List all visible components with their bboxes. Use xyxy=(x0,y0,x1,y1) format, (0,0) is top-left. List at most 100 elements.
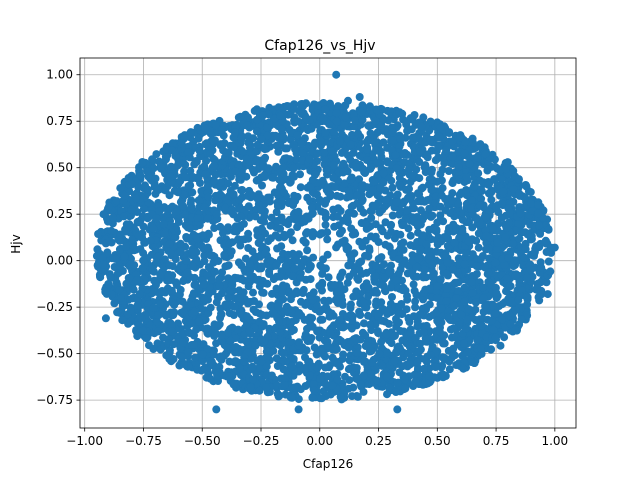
data-point xyxy=(245,326,254,335)
data-point xyxy=(116,230,125,239)
data-point xyxy=(437,237,446,246)
data-point xyxy=(416,147,425,156)
data-point xyxy=(426,136,435,144)
data-point xyxy=(162,155,170,164)
data-point xyxy=(344,343,353,352)
data-point xyxy=(105,202,113,211)
data-point xyxy=(335,316,344,324)
data-point xyxy=(116,294,125,302)
data-point xyxy=(377,224,385,233)
data-point xyxy=(293,131,302,140)
data-point xyxy=(393,190,402,199)
data-point xyxy=(502,223,511,232)
data-point xyxy=(317,394,326,403)
data-point xyxy=(388,136,397,145)
data-point xyxy=(420,364,428,373)
data-point xyxy=(329,161,338,170)
data-point xyxy=(451,278,460,287)
data-point xyxy=(367,326,376,335)
data-point xyxy=(338,226,346,235)
data-point xyxy=(492,289,501,297)
data-point xyxy=(516,209,525,218)
data-point xyxy=(452,294,461,302)
x-tick-label: −0.75 xyxy=(125,434,162,448)
data-point xyxy=(357,181,366,190)
data-point xyxy=(133,332,142,341)
data-point xyxy=(235,196,244,204)
data-point xyxy=(405,194,414,203)
data-point xyxy=(340,236,349,245)
data-point xyxy=(457,310,466,319)
data-point xyxy=(111,254,120,263)
data-point xyxy=(360,357,368,366)
data-point xyxy=(374,329,383,338)
data-point xyxy=(433,316,442,325)
data-point xyxy=(391,388,400,396)
data-point xyxy=(432,293,441,302)
data-point xyxy=(413,272,422,281)
data-point xyxy=(251,212,260,221)
data-point xyxy=(308,393,317,402)
data-point xyxy=(382,195,391,204)
data-point xyxy=(224,372,233,381)
data-point xyxy=(363,145,372,154)
data-point xyxy=(358,242,367,251)
data-point xyxy=(130,261,139,270)
data-point xyxy=(415,174,424,183)
data-point xyxy=(366,129,375,138)
data-point xyxy=(276,111,285,120)
data-point xyxy=(376,183,385,192)
data-point xyxy=(514,175,523,184)
data-point xyxy=(352,364,361,372)
data-point xyxy=(303,324,311,333)
data-point xyxy=(155,207,164,216)
data-point xyxy=(118,316,127,325)
data-point xyxy=(229,190,238,199)
x-tick-label: 0.75 xyxy=(483,434,510,448)
data-point xyxy=(258,311,267,319)
data-point xyxy=(329,173,338,182)
data-point xyxy=(530,248,539,256)
data-point xyxy=(264,164,273,173)
data-point xyxy=(250,168,258,177)
data-point xyxy=(544,257,553,266)
data-point xyxy=(379,169,388,178)
data-point xyxy=(218,126,227,134)
data-point xyxy=(425,372,434,381)
data-point xyxy=(189,289,198,298)
data-point xyxy=(294,207,303,216)
data-point xyxy=(337,148,346,157)
data-point xyxy=(257,335,266,344)
data-point xyxy=(179,338,188,347)
data-point xyxy=(454,163,463,172)
data-point xyxy=(292,155,301,164)
data-point xyxy=(436,211,445,220)
data-point xyxy=(189,262,197,271)
data-point xyxy=(240,358,249,366)
data-point xyxy=(246,270,255,279)
data-point xyxy=(220,139,229,148)
data-point xyxy=(127,306,135,315)
data-point xyxy=(305,371,314,380)
data-point xyxy=(330,222,339,231)
data-point xyxy=(294,405,303,414)
data-point xyxy=(143,185,152,194)
data-point xyxy=(280,188,289,197)
data-point xyxy=(182,256,191,265)
x-tick-label: −0.50 xyxy=(184,434,221,448)
data-point xyxy=(403,206,412,215)
data-point xyxy=(288,362,297,371)
data-point xyxy=(173,188,182,197)
data-point xyxy=(262,123,271,132)
data-point xyxy=(168,146,177,155)
data-point xyxy=(339,168,348,177)
data-point xyxy=(323,372,332,381)
data-point xyxy=(195,147,204,155)
data-point xyxy=(262,383,271,392)
data-point xyxy=(388,128,397,137)
data-point xyxy=(132,276,141,285)
data-point xyxy=(157,162,166,171)
data-point xyxy=(479,294,488,303)
data-point xyxy=(393,405,402,414)
data-point xyxy=(306,275,315,284)
